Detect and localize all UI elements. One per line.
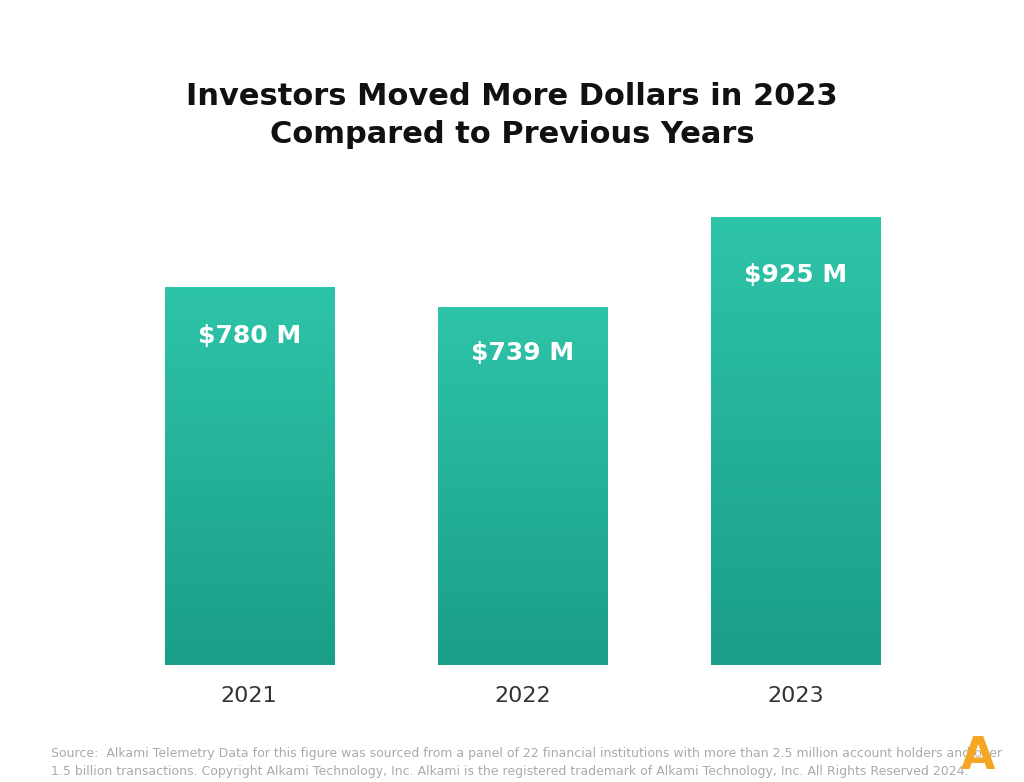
Text: A: A — [961, 735, 995, 778]
Text: $925 M: $925 M — [743, 263, 847, 287]
Text: $739 M: $739 M — [471, 342, 573, 365]
Text: Source:  Alkami Telemetry Data for this figure was sourced from a panel of 22 fi: Source: Alkami Telemetry Data for this f… — [51, 747, 1002, 778]
Text: Investors Moved More Dollars in 2023
Compared to Previous Years: Investors Moved More Dollars in 2023 Com… — [186, 82, 838, 149]
Text: $780 M: $780 M — [198, 325, 301, 348]
